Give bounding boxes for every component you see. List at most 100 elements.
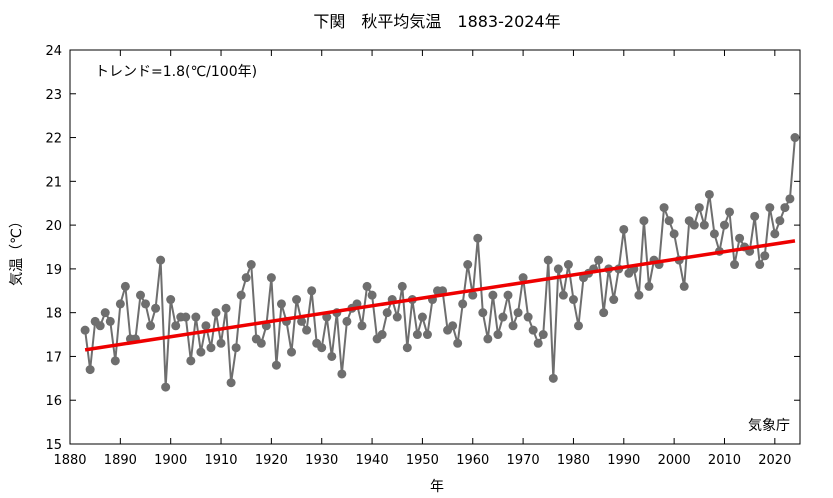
data-point	[780, 203, 790, 213]
data-point	[181, 312, 191, 322]
data-point	[382, 308, 392, 318]
data-point	[594, 255, 604, 265]
data-point	[523, 312, 533, 322]
y-tick-label: 23	[45, 88, 62, 103]
data-point	[397, 281, 407, 291]
y-axis: 15 16 17 18 19 20 21 22 23 24	[45, 44, 800, 453]
data-point	[216, 338, 226, 348]
data-point	[679, 281, 689, 291]
series-line	[84, 137, 796, 389]
data-point	[80, 325, 90, 335]
chart-title: 下関 秋平均気温 1883-2024年	[313, 12, 560, 31]
data-point	[558, 290, 568, 300]
data-point	[317, 343, 327, 353]
y-tick-label: 24	[45, 44, 62, 59]
data-point	[412, 330, 422, 340]
data-point	[750, 211, 760, 221]
data-point	[483, 334, 493, 344]
data-point	[266, 273, 276, 283]
data-point	[659, 203, 669, 213]
data-point	[704, 189, 714, 199]
series-temperature	[80, 133, 800, 392]
y-tick-label: 22	[45, 132, 62, 147]
data-point	[735, 233, 745, 243]
x-tick-label: 1900	[154, 453, 187, 468]
data-point	[493, 330, 503, 340]
x-tick-label: 2000	[658, 453, 691, 468]
data-point	[533, 338, 543, 348]
x-tick-label: 1950	[406, 453, 439, 468]
y-axis-label: 気温（℃）	[9, 214, 25, 286]
data-point	[765, 203, 775, 213]
data-point	[206, 343, 216, 353]
data-point	[508, 321, 518, 331]
data-point	[146, 321, 156, 331]
plot-frame	[69, 49, 801, 445]
y-tick-label: 16	[45, 394, 62, 409]
data-point	[110, 356, 120, 366]
data-point	[548, 373, 558, 383]
data-point	[644, 281, 654, 291]
data-point	[186, 356, 196, 366]
data-point	[120, 281, 130, 291]
trend-annotation: トレンド=1.8(℃/100年)	[95, 64, 257, 80]
data-point	[95, 321, 105, 331]
data-point	[503, 290, 513, 300]
data-point	[699, 220, 709, 230]
data-point	[276, 299, 286, 309]
data-point	[538, 330, 548, 340]
data-point	[337, 369, 347, 379]
data-point	[458, 299, 468, 309]
data-point	[568, 295, 578, 305]
data-point	[357, 321, 367, 331]
data-point	[151, 303, 161, 313]
data-point	[246, 260, 256, 270]
x-tick-label: 1960	[456, 453, 489, 468]
data-point	[302, 325, 312, 335]
data-point	[730, 260, 740, 270]
data-point	[664, 216, 674, 226]
data-point	[196, 347, 206, 357]
data-point	[241, 273, 251, 283]
data-point	[513, 308, 523, 318]
data-point	[342, 316, 352, 326]
data-point	[725, 207, 735, 217]
data-point	[115, 299, 125, 309]
x-tick-label: 1930	[305, 453, 338, 468]
data-point	[785, 194, 795, 204]
x-tick-label: 1940	[356, 453, 389, 468]
data-point	[468, 290, 478, 300]
x-tick-label: 2020	[758, 453, 791, 468]
data-point	[171, 321, 181, 331]
data-point	[694, 203, 704, 213]
trend-line	[84, 239, 796, 352]
credit-label: 気象庁	[748, 418, 790, 434]
x-tick-label: 1990	[607, 453, 640, 468]
x-tick-label: 1980	[557, 453, 590, 468]
data-point	[256, 338, 266, 348]
data-point	[135, 290, 145, 300]
data-point	[166, 295, 176, 305]
x-tick-label: 1910	[204, 453, 237, 468]
data-point	[453, 338, 463, 348]
axes	[69, 49, 801, 445]
data-point	[100, 308, 110, 318]
y-tick-label: 20	[45, 219, 62, 234]
data-point	[473, 233, 483, 243]
data-point	[236, 290, 246, 300]
y-tick-label: 18	[45, 307, 62, 322]
data-point	[191, 312, 201, 322]
data-point	[563, 260, 573, 270]
data-point	[669, 229, 679, 239]
data-point	[231, 343, 241, 353]
data-point	[105, 316, 115, 326]
data-point	[689, 220, 699, 230]
data-point	[367, 290, 377, 300]
x-tick-label: 2010	[708, 453, 741, 468]
data-point	[201, 321, 211, 331]
data-point	[287, 347, 297, 357]
data-point	[448, 321, 458, 331]
x-tick-label: 1970	[507, 453, 540, 468]
y-tick-label: 21	[45, 175, 62, 190]
